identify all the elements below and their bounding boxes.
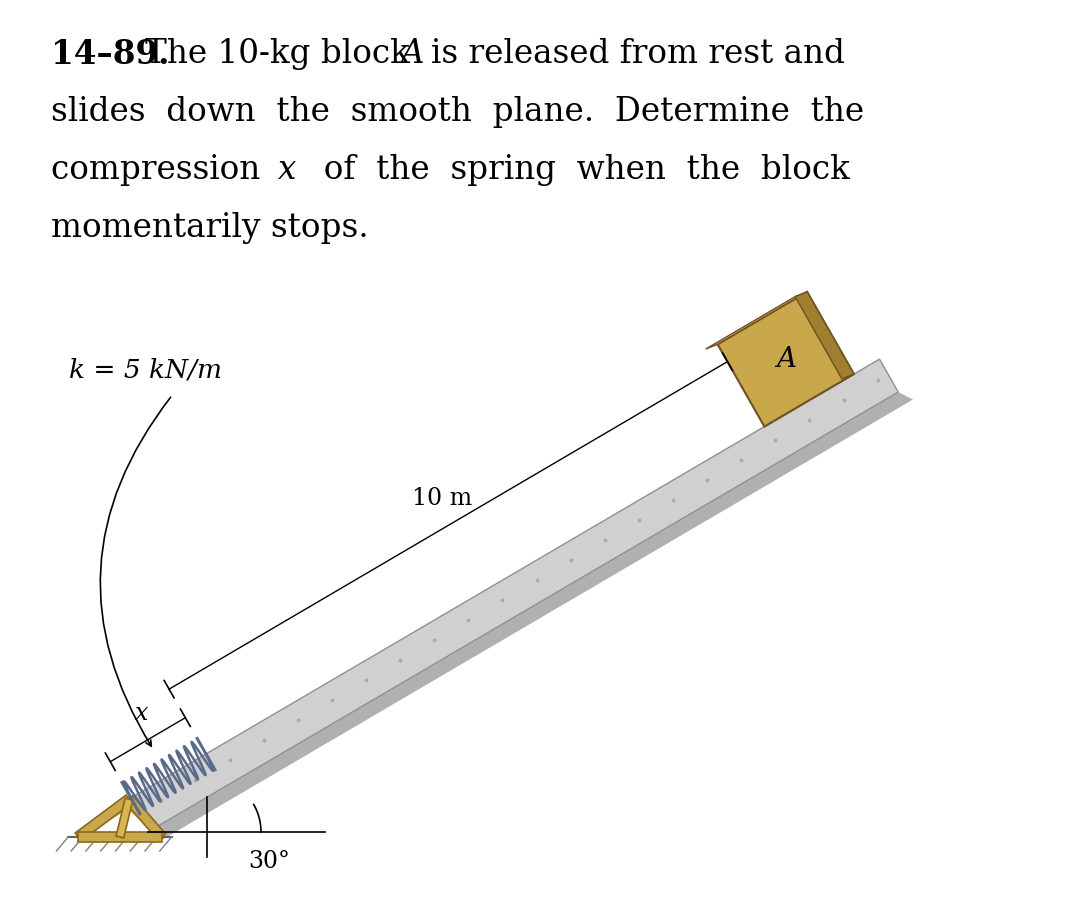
Text: 30°: 30° [248,850,291,873]
Text: 14–89.: 14–89. [51,38,170,71]
Text: of  the  spring  when  the  block: of the spring when the block [303,154,850,186]
Polygon shape [148,392,913,840]
Text: A: A [401,38,424,70]
Polygon shape [705,292,807,349]
Polygon shape [116,798,133,838]
Polygon shape [795,292,854,379]
Text: slides  down  the  smooth  plane.  Determine  the: slides down the smooth plane. Determine … [51,96,864,128]
Text: The 10-kg block: The 10-kg block [145,38,420,70]
Polygon shape [78,832,162,842]
Polygon shape [87,809,152,834]
Text: x: x [135,703,149,725]
Polygon shape [129,359,899,832]
Text: 10 m: 10 m [413,487,472,510]
Text: A: A [775,346,796,373]
Text: k = 5 kN/m: k = 5 kN/m [69,358,221,382]
Text: x: x [278,154,296,186]
Text: is released from rest and: is released from rest and [431,38,846,70]
Polygon shape [78,799,162,837]
Polygon shape [125,795,165,840]
Polygon shape [76,795,132,841]
Text: momentarily stops.: momentarily stops. [51,212,369,244]
Polygon shape [717,292,854,427]
Text: compression: compression [51,154,281,186]
